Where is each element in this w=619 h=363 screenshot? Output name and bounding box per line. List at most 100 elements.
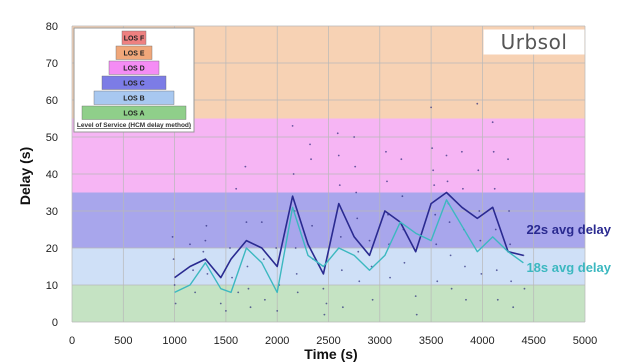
scatter-point [414,295,417,297]
pyramid-tier-los-e [115,45,153,60]
scatter-point [322,287,325,290]
scatter-point [479,239,482,242]
scatter-point [296,291,299,294]
x-tick-label: 2000 [265,335,289,347]
x-tick-label: 0 [69,335,75,347]
scatter-point [295,273,298,275]
scatter-point [358,280,361,283]
scatter-point [400,158,403,161]
scatter-point [464,265,466,268]
scatter-point [432,169,435,172]
scatter-point [512,306,515,309]
x-tick-label: 2500 [316,335,340,347]
y-tick-label: 60 [46,95,58,107]
scatter-point [403,261,406,264]
scatter-point [449,254,452,257]
pyramid-tier-los-f [121,30,147,45]
scatter-point [433,184,436,187]
scatter-point [310,158,312,161]
scatter-point [356,217,359,220]
y-tick-label: 70 [46,58,58,70]
scatter-point [353,136,356,138]
y-tick-label: 10 [46,280,58,292]
scatter-point [448,221,451,224]
scatter-point [231,276,233,279]
pyramid-label-los-b: LOS B [123,96,144,103]
scatter-point [340,269,343,272]
scatter-point [446,180,449,183]
series-lines [174,191,524,294]
scatter-point [336,132,339,135]
y-axis-title: Delay (s) [17,147,33,205]
y-tick-label: 50 [46,132,58,144]
scatter-point [523,287,526,290]
scatter-point [385,150,387,153]
scatter-point [338,184,341,187]
los-legend-caption: Level of Service (HCM delay method) [77,122,191,129]
scatter-point [189,243,191,246]
scatter-point [225,310,227,312]
scatter-point [174,302,177,305]
los-legend: LOS F LOS E LOS D LOS C LOS B LOS A Level of … [73,27,195,133]
pyramid-label-los-d: LOS D [123,66,144,73]
scatter-point [244,165,247,168]
series-line-18s [174,199,524,294]
scatter-point [275,247,278,249]
scatter-point [462,187,464,190]
scatter-point [171,236,174,238]
scatter-point [205,224,208,227]
scatter-point [478,210,481,212]
scatter-point [435,243,438,246]
scatter-point [292,173,295,175]
scatter-point [494,228,497,231]
scatter-point [445,154,448,157]
scatter-point [202,250,205,253]
los-pyramid: LOS F LOS E LOS D LOS C LOS B LOS A [81,30,187,120]
pyramid-tier-los-d [108,60,160,75]
scatter-point [355,191,358,194]
scatter-point [436,280,439,283]
x-tick-label: 5000 [573,335,597,347]
scatter-point [389,276,391,279]
scatter-point [172,258,175,260]
scatter-point [237,291,240,294]
scatter-point [337,154,340,157]
pyramid-label-los-f: LOS F [124,36,145,43]
scatter-point [510,280,513,283]
pyramid-tier-los-c [101,75,167,90]
scatter-point [325,302,328,305]
scatter-point [450,287,453,290]
scatter-point [495,269,498,272]
scatter-point [509,243,512,246]
y-tick-label: 30 [46,206,58,218]
scatter-point [465,298,467,301]
y-tick-labels: 0 10 20 30 40 50 60 70 80 [46,21,58,329]
pyramid-label-los-c: LOS C [123,81,144,88]
scatter-point [368,239,371,242]
scatter-point [508,210,510,212]
scatter-point [219,302,222,305]
x-tick-label: 1000 [162,335,186,347]
scatter-point [339,236,342,238]
scatter-point [249,306,252,309]
scatter-point [507,158,509,161]
scatter-point [294,247,297,249]
y-tick-label: 0 [52,317,58,329]
scatter-point [401,195,404,198]
scatter-point [431,147,434,150]
x-tick-labels: 0 500 1000 1500 2000 2500 3000 3500 4000 4500 5000 [69,335,597,347]
scatter-point [192,269,194,272]
brand-logo-frame [483,29,585,55]
y-tick-label: 40 [46,169,58,181]
scatter-point [194,291,197,294]
scatter-point [206,273,209,275]
scatter-point [491,121,494,124]
scatter-point [492,150,495,153]
scatter-point [229,247,231,249]
scatter-point [477,169,480,172]
scatter-point [460,150,463,153]
scatter-point [291,125,294,127]
scatter-point [493,187,496,190]
scatter-point [386,180,388,183]
